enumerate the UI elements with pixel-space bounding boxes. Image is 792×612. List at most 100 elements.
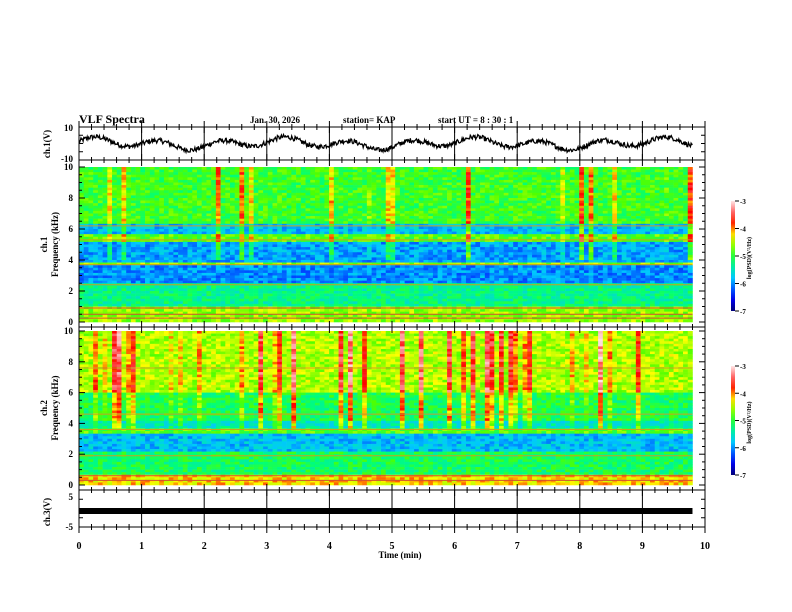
- spectrogram-cell: [404, 260, 410, 263]
- spectrogram-cell: [239, 174, 245, 178]
- spectrogram-cell: [154, 229, 160, 232]
- spectrogram-cell: [541, 179, 547, 183]
- spectrogram-cell: [588, 260, 594, 263]
- spectrogram-cell: [324, 172, 330, 176]
- spectrogram-cell: [215, 167, 221, 170]
- spectrogram-cell: [140, 265, 146, 269]
- spectrogram-cell: [211, 260, 217, 263]
- spectrogram-cell: [239, 226, 245, 230]
- spectrogram-cell: [93, 177, 99, 181]
- spectrogram-cell: [376, 192, 382, 196]
- spectrogram-cell: [428, 257, 434, 261]
- spectrogram-cell: [645, 260, 651, 263]
- spectrogram-cell: [607, 216, 613, 219]
- spectrogram-cell: [456, 262, 462, 266]
- spectrogram-cell: [527, 179, 533, 183]
- spectrogram-cell: [371, 236, 377, 240]
- spectrogram-cell: [668, 260, 674, 263]
- spectrogram-cell: [267, 226, 273, 230]
- spectrogram-cell: [612, 182, 618, 186]
- spectrogram-cell: [107, 210, 113, 214]
- spectrogram-cell: [602, 185, 608, 188]
- spectrogram-cell: [230, 203, 236, 207]
- spectrogram-cell: [126, 257, 132, 261]
- spectrogram-cell: [149, 231, 155, 235]
- spectrogram-cell: [409, 195, 415, 199]
- spectrogram-cell: [230, 223, 236, 227]
- spectrogram-cell: [333, 247, 339, 250]
- spectrogram-cell: [409, 210, 415, 214]
- spectrogram-cell: [612, 192, 618, 196]
- spectrogram-cell: [145, 179, 151, 183]
- spectrogram-cell: [173, 216, 179, 219]
- spectrogram-cell: [324, 231, 330, 235]
- spectrogram-cell: [112, 226, 118, 230]
- spectrogram-cell: [565, 239, 571, 243]
- spectrogram-cell: [513, 249, 519, 253]
- spectrogram-cell: [230, 179, 236, 183]
- spectrogram-cell: [201, 218, 207, 222]
- spectrogram-cell: [687, 244, 693, 248]
- spectrogram-cell: [546, 229, 552, 232]
- spectrogram-cell: [499, 167, 505, 170]
- spectrogram-cell: [414, 174, 420, 178]
- spectrogram-cell: [206, 223, 212, 227]
- spectrogram-cell: [159, 247, 165, 250]
- spectrogram-cell: [178, 265, 184, 269]
- spectrogram-cell: [324, 216, 330, 219]
- spectrogram-cell: [145, 226, 151, 230]
- spectrogram-cell: [93, 210, 99, 214]
- spectrogram-cell: [565, 234, 571, 238]
- spectrogram-cell: [399, 236, 405, 240]
- spectrogram-cell: [300, 221, 306, 225]
- spectrogram-cell: [683, 203, 689, 207]
- spectrogram-cell: [192, 223, 198, 227]
- spectrogram-cell: [456, 213, 462, 217]
- spectrogram-cell: [130, 262, 136, 266]
- spectrogram-cell: [333, 182, 339, 186]
- spectrogram-cell: [631, 241, 637, 245]
- spectrogram-cell: [654, 244, 660, 248]
- spectrogram-cell: [314, 223, 320, 227]
- spectrogram-cell: [626, 190, 632, 194]
- spectrogram-cell: [366, 203, 372, 207]
- spectrogram-cell: [319, 195, 325, 199]
- spectrogram-cell: [612, 244, 618, 248]
- spectrogram-cell: [484, 203, 490, 207]
- spectrogram-cell: [550, 241, 556, 245]
- spectrogram-cell: [258, 221, 264, 225]
- spectrogram-cell: [626, 218, 632, 222]
- spectrogram-cell: [598, 195, 604, 199]
- spectrogram-cell: [324, 236, 330, 240]
- spectrogram-cell: [423, 169, 429, 173]
- spectrogram-cell: [352, 241, 358, 245]
- spectrogram-cell: [102, 172, 108, 176]
- spectrogram-cell: [475, 203, 481, 207]
- spectrogram-cell: [277, 172, 283, 176]
- spectrogram-cell: [404, 195, 410, 199]
- spectrogram-cell: [475, 198, 481, 201]
- spectrogram-cell: [230, 213, 236, 217]
- spectrogram-cell: [470, 190, 476, 194]
- spectrogram-cell: [263, 231, 269, 235]
- spectrogram-cell: [173, 187, 179, 191]
- spectrogram-cell: [366, 167, 372, 170]
- spectrogram-cell: [390, 167, 396, 170]
- spectrogram-cell: [513, 262, 519, 266]
- spectrogram-cell: [206, 231, 212, 235]
- spectrogram-cell: [112, 223, 118, 227]
- spectrogram-cell: [489, 229, 495, 232]
- spectrogram-cell: [329, 187, 335, 191]
- spectrogram-cell: [277, 244, 283, 248]
- spectrogram-cell: [196, 213, 202, 217]
- spectrogram-cell: [310, 198, 316, 201]
- spectrogram-cell: [230, 187, 236, 191]
- spectrogram-cell: [173, 190, 179, 194]
- spectrogram-cell: [418, 205, 424, 209]
- spectrogram-cell: [414, 192, 420, 196]
- spectrogram-cell: [569, 172, 575, 176]
- spectrogram-cell: [465, 249, 471, 253]
- spectrogram-cell: [659, 249, 665, 253]
- spectrogram-cell: [437, 260, 443, 263]
- spectrogram-cell: [687, 182, 693, 186]
